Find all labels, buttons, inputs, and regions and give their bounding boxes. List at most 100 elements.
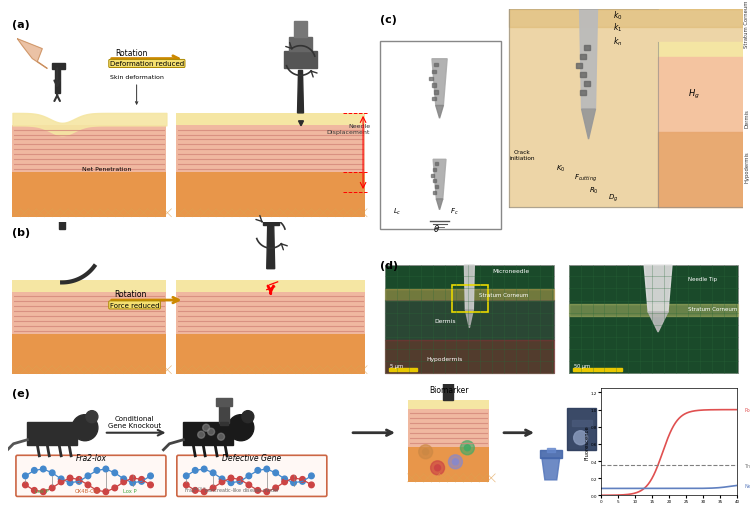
Circle shape [50, 470, 55, 476]
Text: Rotation: Rotation [114, 289, 146, 298]
Circle shape [291, 475, 296, 481]
Text: Defective Gene: Defective Gene [222, 453, 281, 462]
FancyBboxPatch shape [176, 292, 365, 334]
Circle shape [72, 415, 98, 441]
Polygon shape [262, 214, 279, 225]
Polygon shape [572, 420, 592, 426]
FancyBboxPatch shape [13, 292, 166, 334]
Circle shape [76, 479, 82, 484]
Circle shape [139, 479, 144, 484]
FancyBboxPatch shape [176, 334, 365, 374]
Circle shape [193, 488, 198, 493]
Text: Stratum Corneum: Stratum Corneum [745, 1, 749, 48]
Circle shape [202, 466, 207, 472]
Circle shape [282, 479, 287, 485]
Text: Fra2$^{\Delta OSX}$pancreatic-like disease model: Fra2$^{\Delta OSX}$pancreatic-like disea… [184, 485, 280, 495]
Circle shape [228, 480, 234, 485]
Text: $H_g$: $H_g$ [688, 87, 700, 100]
FancyBboxPatch shape [408, 410, 489, 446]
Text: $\theta$: $\theta$ [433, 223, 439, 234]
Polygon shape [298, 122, 304, 127]
Text: Gene Knockout: Gene Knockout [108, 422, 161, 428]
Circle shape [264, 489, 269, 494]
Polygon shape [385, 300, 554, 340]
Polygon shape [56, 69, 60, 94]
FancyBboxPatch shape [177, 456, 327, 496]
FancyBboxPatch shape [380, 42, 501, 230]
Circle shape [94, 468, 100, 473]
Text: Dermis: Dermis [745, 109, 749, 128]
Polygon shape [434, 64, 438, 67]
Circle shape [309, 482, 314, 488]
Text: $K_0$: $K_0$ [556, 164, 566, 174]
Polygon shape [17, 40, 47, 69]
Polygon shape [573, 369, 622, 372]
Circle shape [130, 480, 136, 485]
Polygon shape [580, 55, 586, 60]
Circle shape [40, 466, 46, 472]
Text: Lox P: Lox P [35, 488, 49, 493]
Circle shape [210, 485, 216, 491]
Circle shape [208, 428, 214, 435]
Text: Force reduced: Force reduced [110, 302, 159, 309]
FancyBboxPatch shape [176, 281, 365, 292]
Circle shape [242, 411, 254, 423]
Polygon shape [385, 290, 554, 300]
Circle shape [219, 476, 225, 482]
Circle shape [300, 477, 305, 482]
Text: Rotation: Rotation [115, 48, 147, 58]
Polygon shape [432, 84, 436, 88]
Circle shape [246, 482, 252, 488]
Text: Microneedle: Microneedle [492, 269, 530, 274]
Polygon shape [216, 398, 232, 406]
Text: Needle Tip: Needle Tip [688, 277, 717, 282]
Text: $R_0$: $R_0$ [589, 186, 598, 196]
Text: $F_c$: $F_c$ [451, 207, 459, 217]
Text: $k_1$: $k_1$ [614, 21, 622, 33]
Circle shape [198, 431, 205, 438]
Text: Deformation reduced: Deformation reduced [110, 61, 184, 67]
Polygon shape [432, 71, 436, 74]
Polygon shape [433, 169, 436, 172]
Polygon shape [433, 160, 446, 199]
Text: (a): (a) [13, 20, 30, 30]
Text: Dermis: Dermis [434, 318, 456, 323]
Circle shape [86, 411, 98, 423]
Circle shape [193, 468, 198, 473]
Circle shape [112, 470, 118, 476]
Circle shape [574, 431, 587, 445]
Circle shape [121, 476, 127, 482]
Circle shape [300, 479, 305, 484]
Polygon shape [567, 408, 596, 450]
Circle shape [22, 473, 28, 479]
Text: $F_{cutting}$: $F_{cutting}$ [574, 172, 597, 184]
Polygon shape [298, 71, 304, 114]
FancyBboxPatch shape [176, 173, 365, 217]
Circle shape [255, 488, 260, 493]
Text: Net Penetration: Net Penetration [82, 167, 131, 172]
Circle shape [202, 489, 207, 494]
Polygon shape [27, 422, 77, 445]
Circle shape [68, 475, 73, 481]
Text: Stratum Corneum: Stratum Corneum [479, 292, 529, 297]
Polygon shape [435, 186, 439, 189]
Polygon shape [584, 82, 590, 87]
FancyBboxPatch shape [176, 126, 365, 173]
Polygon shape [580, 91, 586, 96]
Circle shape [148, 482, 153, 488]
Circle shape [139, 477, 144, 482]
Circle shape [103, 489, 109, 494]
Circle shape [68, 480, 73, 485]
Polygon shape [580, 73, 586, 78]
Circle shape [464, 445, 470, 451]
Text: (d): (d) [380, 261, 398, 271]
Polygon shape [584, 46, 590, 51]
Circle shape [217, 433, 224, 440]
FancyBboxPatch shape [13, 126, 166, 173]
FancyBboxPatch shape [385, 266, 554, 374]
Circle shape [219, 479, 225, 485]
Circle shape [419, 445, 433, 459]
Text: $D_g$: $D_g$ [608, 192, 619, 204]
Circle shape [22, 482, 28, 488]
Polygon shape [547, 448, 555, 452]
